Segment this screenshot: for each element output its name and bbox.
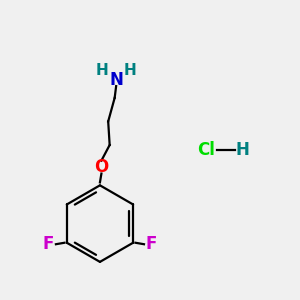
- Text: F: F: [43, 235, 54, 253]
- Text: H: H: [236, 141, 250, 159]
- Text: H: H: [124, 63, 136, 78]
- Text: Cl: Cl: [197, 141, 215, 159]
- Text: F: F: [146, 235, 157, 253]
- Text: H: H: [96, 63, 108, 78]
- Text: N: N: [109, 70, 123, 88]
- Text: O: O: [94, 158, 109, 176]
